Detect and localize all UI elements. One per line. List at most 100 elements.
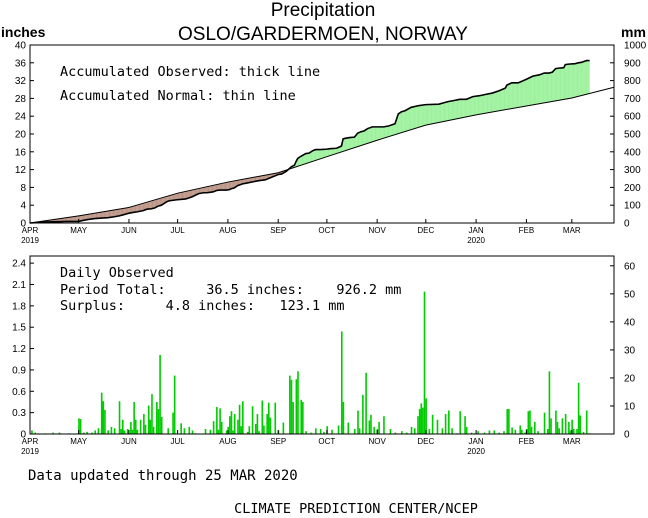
deficit-area [112, 210, 114, 217]
surplus-area [411, 107, 413, 130]
surplus-area [546, 73, 548, 103]
deficit-area [211, 185, 213, 193]
daily-bar [577, 382, 580, 434]
y-tick-label: 0 [20, 430, 26, 441]
surplus-area [381, 126, 383, 139]
daily-bar [183, 428, 186, 434]
surplus-area [480, 95, 481, 115]
deficit-area [111, 210, 112, 218]
daily-bar [310, 432, 312, 434]
daily-bar [465, 426, 468, 434]
surplus-area [541, 73, 543, 104]
deficit-area [176, 193, 177, 200]
bottom-plot-frame [29, 255, 615, 435]
daily-bar [302, 401, 304, 434]
daily-bar [113, 428, 116, 434]
x-tick-label: MAY [70, 226, 87, 235]
surplus-area [418, 105, 420, 128]
surplus-area [438, 103, 440, 123]
deficit-area [177, 193, 179, 200]
deficit-area [73, 216, 75, 222]
x-tick-label: MAR [563, 437, 581, 446]
surplus-area [409, 107, 411, 131]
daily-bar [527, 411, 530, 434]
deficit-area [120, 208, 121, 216]
daily-bar [555, 410, 557, 434]
daily-bar [413, 428, 416, 434]
surplus-area [502, 89, 503, 111]
surplus-area [534, 75, 536, 105]
daily-bar [254, 424, 257, 434]
deficit-area [174, 193, 176, 201]
surplus-area [525, 79, 527, 107]
daily-bar [511, 427, 513, 434]
surplus-area [305, 153, 307, 164]
surplus-area [312, 150, 314, 162]
daily-bar [564, 414, 567, 434]
deficit-area [141, 203, 142, 212]
deficit-area [151, 200, 153, 209]
daily-bar [546, 429, 549, 434]
daily-bar [219, 408, 221, 434]
deficit-area [181, 192, 183, 200]
surplus-area [465, 99, 467, 118]
daily-bar [524, 432, 526, 434]
daily-bar [448, 410, 450, 434]
surplus-area [586, 60, 588, 95]
surplus-area [488, 93, 490, 113]
deficit-area [170, 195, 172, 201]
deficit-area [252, 177, 254, 182]
surplus-area [368, 128, 370, 144]
daily-bar [216, 406, 218, 434]
daily-bar [572, 429, 575, 434]
deficit-area [74, 216, 76, 222]
surplus-area [558, 68, 560, 101]
surplus-area [406, 109, 408, 132]
deficit-area [113, 209, 115, 217]
deficit-area [149, 201, 151, 209]
daily-bar [91, 432, 93, 434]
deficit-area [197, 188, 199, 195]
surplus-area [492, 92, 494, 112]
deficit-area [250, 177, 252, 183]
surplus-area [420, 105, 422, 127]
deficit-area [218, 184, 219, 191]
daily-bar [444, 414, 447, 434]
surplus-area [431, 104, 433, 124]
deficit-area [194, 189, 196, 196]
deficit-area [107, 210, 108, 218]
daily-bar [297, 371, 299, 434]
daily-bar [120, 429, 122, 434]
daily-bar [370, 414, 372, 434]
deficit-area [178, 192, 180, 200]
surplus-area [383, 126, 385, 139]
surplus-area [343, 138, 345, 152]
x-year-label: 2020 [467, 236, 485, 245]
deficit-area [249, 177, 250, 183]
x-tick-label: JUN [121, 226, 137, 235]
surplus-area [529, 77, 531, 106]
surplus-area [531, 76, 533, 106]
deficit-area [68, 217, 70, 222]
deficit-area [233, 180, 235, 189]
daily-bar [569, 430, 572, 434]
surplus-area [459, 99, 460, 119]
surplus-area [489, 93, 490, 113]
daily-bar [347, 422, 350, 434]
y2-tick-label: 400 [624, 147, 641, 158]
surplus-area [373, 126, 374, 142]
surplus-area [564, 64, 566, 100]
daily-bar [232, 430, 234, 434]
y-tick-label: 1.8 [12, 301, 26, 312]
surplus-area [452, 100, 454, 120]
chart-title: Precipitation [271, 0, 376, 21]
deficit-area [244, 178, 245, 184]
surplus-area [369, 127, 371, 143]
deficit-area [165, 196, 167, 203]
deficit-area [104, 211, 106, 218]
surplus-area [499, 90, 501, 111]
deficit-area [98, 212, 99, 219]
y2-tick-label: 700 [624, 94, 641, 105]
deficit-area [64, 217, 66, 222]
daily-bar [550, 418, 552, 434]
